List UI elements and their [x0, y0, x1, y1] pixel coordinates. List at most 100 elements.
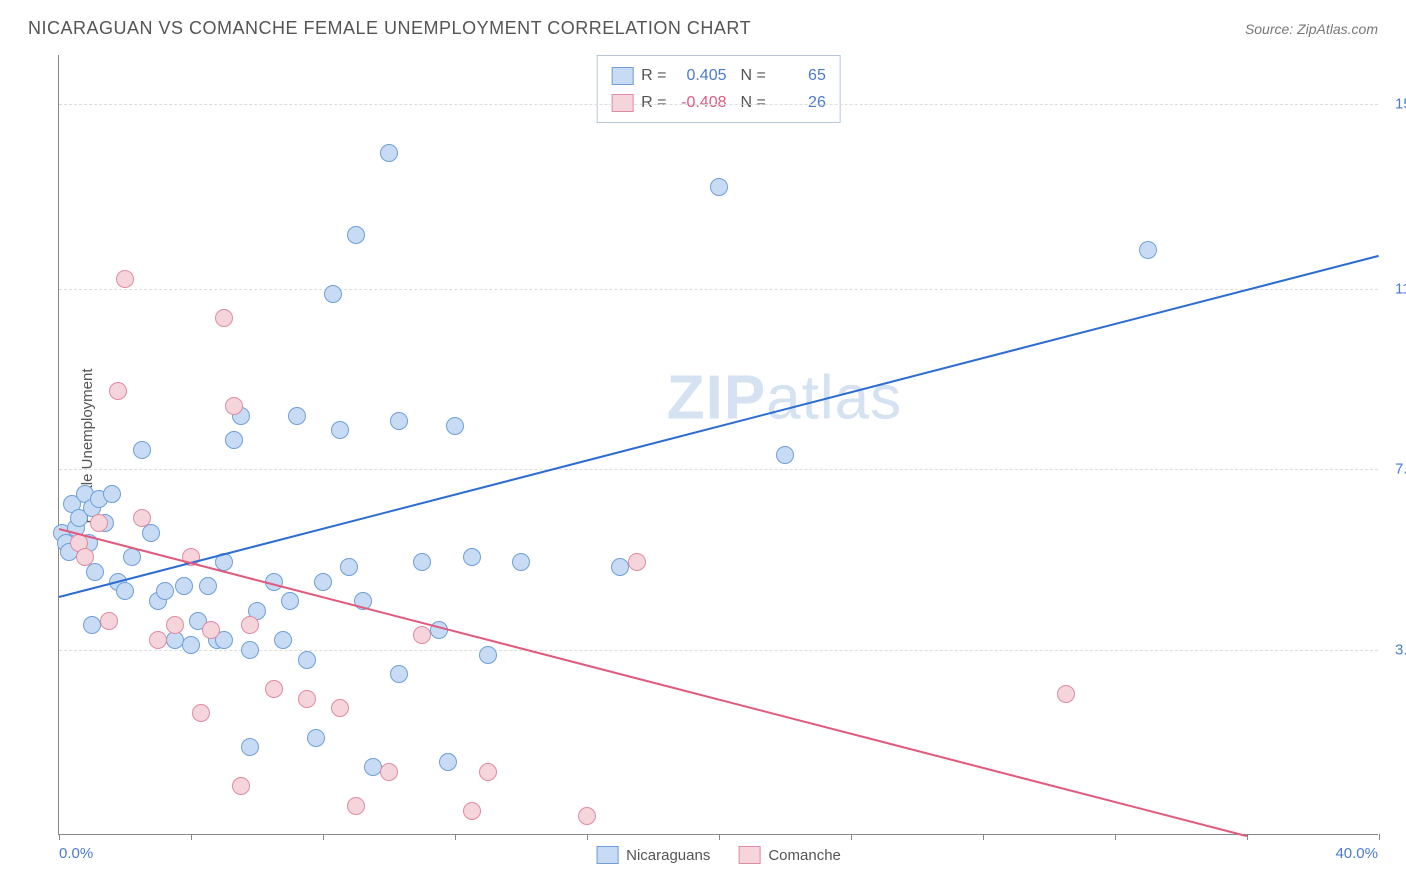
data-point	[331, 421, 349, 439]
x-tick	[323, 834, 324, 840]
legend-item-1: Comanche	[738, 846, 841, 864]
data-point	[241, 738, 259, 756]
data-point	[274, 631, 292, 649]
data-point	[281, 592, 299, 610]
stat-r-label: R =	[641, 62, 666, 89]
data-point	[116, 270, 134, 288]
data-point	[109, 382, 127, 400]
data-point	[380, 144, 398, 162]
data-point	[202, 621, 220, 639]
data-point	[298, 690, 316, 708]
stats-row-series-0: R = 0.405 N = 65	[611, 62, 826, 89]
plot-area: ZIPatlas R = 0.405 N = 65 R = -0.408 N =…	[58, 55, 1378, 835]
data-point	[288, 407, 306, 425]
x-tick	[59, 834, 60, 840]
gridline	[59, 469, 1378, 470]
data-point	[86, 563, 104, 581]
data-point	[512, 553, 530, 571]
data-point	[347, 226, 365, 244]
data-point	[413, 626, 431, 644]
legend-swatch-0	[596, 846, 618, 864]
data-point	[241, 616, 259, 634]
data-point	[232, 777, 250, 795]
watermark: ZIPatlas	[667, 362, 902, 433]
stats-legend: R = 0.405 N = 65 R = -0.408 N = 26	[596, 55, 841, 123]
data-point	[479, 646, 497, 664]
data-point	[776, 446, 794, 464]
data-point	[331, 699, 349, 717]
data-point	[103, 485, 121, 503]
data-point	[390, 665, 408, 683]
x-tick	[455, 834, 456, 840]
data-point	[463, 548, 481, 566]
stat-r-value-0: 0.405	[675, 62, 727, 89]
data-point	[133, 441, 151, 459]
data-point	[390, 412, 408, 430]
x-tick	[1115, 834, 1116, 840]
x-tick	[851, 834, 852, 840]
data-point	[175, 577, 193, 595]
swatch-series-0	[611, 67, 633, 85]
data-point	[265, 680, 283, 698]
data-point	[364, 758, 382, 776]
data-point	[1057, 685, 1075, 703]
y-tick-label: 15.0%	[1383, 95, 1406, 112]
x-tick	[719, 834, 720, 840]
x-tick	[983, 834, 984, 840]
chart-title: NICARAGUAN VS COMANCHE FEMALE UNEMPLOYME…	[28, 18, 751, 39]
data-point	[83, 616, 101, 634]
data-point	[215, 309, 233, 327]
stat-n-label: N =	[741, 62, 766, 89]
trend-line	[59, 255, 1379, 598]
data-point	[76, 548, 94, 566]
data-point	[479, 763, 497, 781]
data-point	[182, 636, 200, 654]
y-tick-label: 11.2%	[1383, 281, 1406, 298]
data-point	[307, 729, 325, 747]
data-point	[710, 178, 728, 196]
data-point	[314, 573, 332, 591]
data-point	[298, 651, 316, 669]
data-point	[628, 553, 646, 571]
legend-label-0: Nicaraguans	[626, 847, 710, 864]
x-tick	[1379, 834, 1380, 840]
data-point	[100, 612, 118, 630]
data-point	[192, 704, 210, 722]
data-point	[90, 514, 108, 532]
stat-n-value-0: 65	[774, 62, 826, 89]
y-tick-label: 3.8%	[1383, 641, 1406, 658]
data-point	[347, 797, 365, 815]
data-point	[324, 285, 342, 303]
data-point	[578, 807, 596, 825]
data-point	[463, 802, 481, 820]
gridline	[59, 104, 1378, 105]
series-legend: Nicaraguans Comanche	[596, 846, 841, 864]
legend-item-0: Nicaraguans	[596, 846, 710, 864]
gridline	[59, 289, 1378, 290]
source-attribution: Source: ZipAtlas.com	[1245, 21, 1378, 37]
data-point	[225, 397, 243, 415]
data-point	[241, 641, 259, 659]
watermark-light: atlas	[766, 363, 902, 432]
chart-container: NICARAGUAN VS COMANCHE FEMALE UNEMPLOYME…	[0, 0, 1406, 892]
data-point	[123, 548, 141, 566]
watermark-bold: ZIP	[667, 363, 766, 432]
data-point	[413, 553, 431, 571]
legend-label-1: Comanche	[768, 847, 841, 864]
x-axis-max-label: 40.0%	[1335, 845, 1378, 862]
data-point	[225, 431, 243, 449]
x-axis-min-label: 0.0%	[59, 845, 93, 862]
data-point	[199, 577, 217, 595]
data-point	[446, 417, 464, 435]
y-tick-label: 7.5%	[1383, 461, 1406, 478]
data-point	[1139, 241, 1157, 259]
x-tick	[191, 834, 192, 840]
x-tick	[587, 834, 588, 840]
data-point	[380, 763, 398, 781]
chart-header: NICARAGUAN VS COMANCHE FEMALE UNEMPLOYME…	[28, 18, 1378, 39]
data-point	[166, 616, 184, 634]
data-point	[142, 524, 160, 542]
data-point	[611, 558, 629, 576]
data-point	[133, 509, 151, 527]
data-point	[116, 582, 134, 600]
